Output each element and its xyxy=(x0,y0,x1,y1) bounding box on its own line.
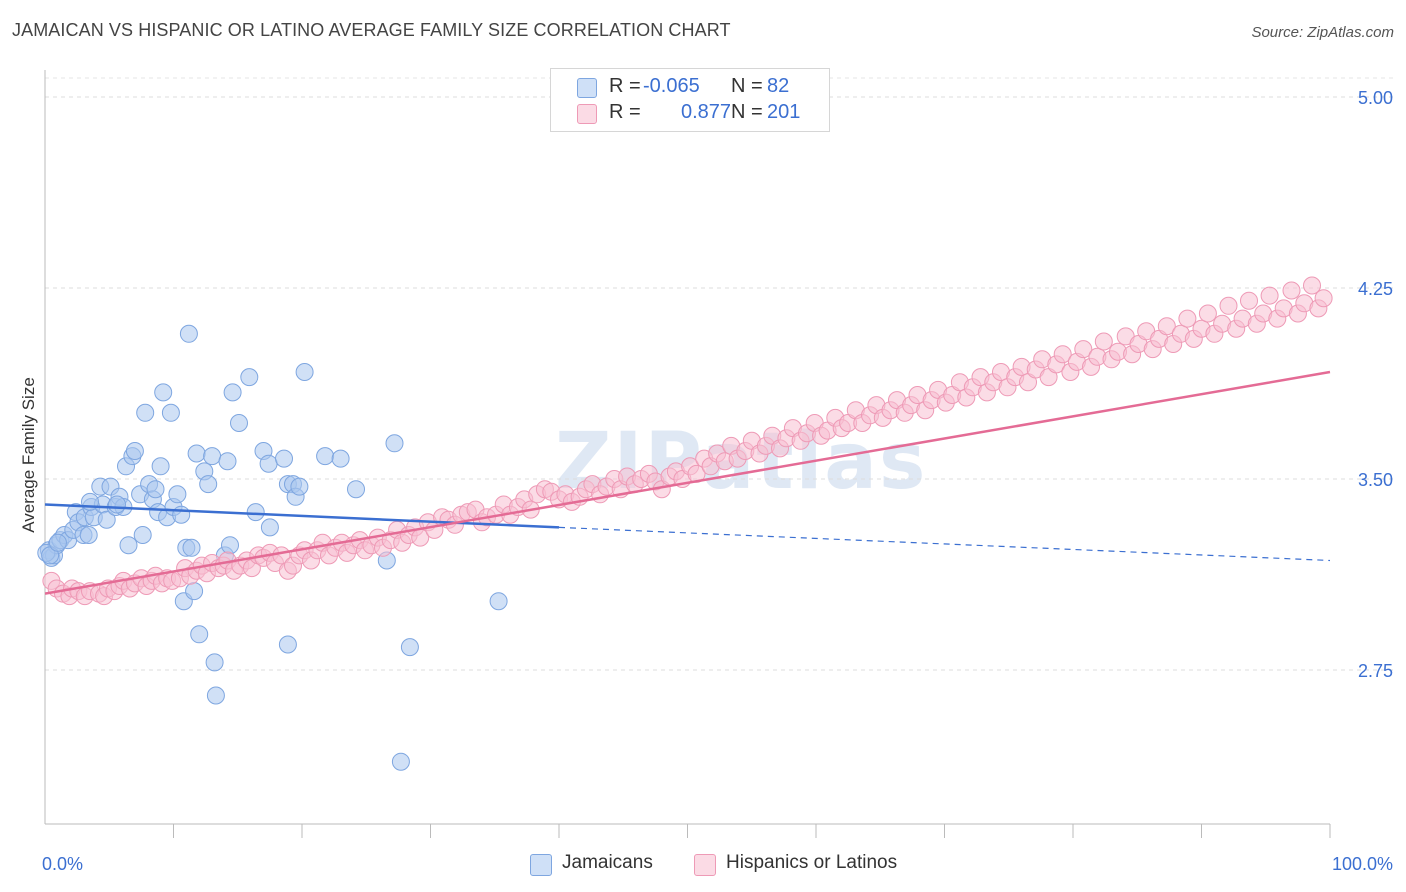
data-point xyxy=(48,533,67,552)
data-point xyxy=(278,635,297,654)
data-point xyxy=(108,495,126,514)
bottom-legend-label-jamaicans: Jamaicans xyxy=(562,852,653,873)
data-point xyxy=(1240,291,1258,310)
legend-r-value: -0.065 xyxy=(643,75,700,97)
y-tick-label: 3.50 xyxy=(1358,470,1393,490)
data-point xyxy=(151,457,170,476)
data-point xyxy=(1260,286,1279,305)
data-point xyxy=(190,625,209,644)
data-point xyxy=(275,449,293,468)
data-point xyxy=(203,447,222,466)
data-point xyxy=(187,444,206,463)
data-point xyxy=(79,526,98,544)
data-point xyxy=(1282,281,1301,300)
legend-n-value: 82 xyxy=(767,75,790,97)
data-point xyxy=(316,447,335,466)
correlation-legend: R = -0.065 N = 82 R = 0.877 N = 201 xyxy=(550,68,830,132)
legend-n-label: N = xyxy=(731,75,763,97)
data-point xyxy=(185,582,204,601)
bottom-legend-label-hispanics: Hispanics or Latinos xyxy=(726,852,898,873)
data-point xyxy=(199,475,218,494)
data-point xyxy=(161,403,180,422)
trend-line-jamaicans-extension xyxy=(558,526,1331,562)
data-point xyxy=(136,403,155,422)
x-tick-label: 0.0% xyxy=(42,854,83,874)
data-point xyxy=(1178,309,1197,328)
data-point xyxy=(240,368,259,387)
data-point xyxy=(347,480,365,499)
data-point xyxy=(206,686,225,705)
data-point xyxy=(391,752,410,771)
data-point xyxy=(385,434,404,453)
legend-n-label: N = xyxy=(731,101,763,123)
data-point xyxy=(295,363,314,381)
data-point xyxy=(1198,304,1217,323)
data-point xyxy=(179,324,198,343)
data-point xyxy=(1053,345,1072,364)
data-point xyxy=(400,638,419,657)
data-point xyxy=(1074,340,1093,359)
data-point xyxy=(331,449,350,468)
data-point xyxy=(1314,289,1333,308)
data-point xyxy=(218,452,237,471)
data-point xyxy=(168,485,187,504)
y-tick-label: 4.25 xyxy=(1358,279,1393,299)
data-point xyxy=(1157,317,1176,336)
data-point xyxy=(1219,296,1238,315)
y-axis-label: Average Family Size xyxy=(19,377,38,533)
data-point xyxy=(223,383,242,402)
data-point xyxy=(146,480,165,499)
data-point xyxy=(125,442,144,460)
legend-n-value: 201 xyxy=(767,101,801,123)
data-point xyxy=(133,526,152,544)
data-point xyxy=(290,477,309,496)
trend-line-hispanics xyxy=(44,370,1331,595)
data-point xyxy=(489,592,508,611)
data-point xyxy=(154,383,173,402)
y-tick-label: 5.00 xyxy=(1358,88,1393,108)
data-point xyxy=(260,518,279,537)
data-point xyxy=(205,653,224,672)
data-point xyxy=(230,414,248,432)
data-point xyxy=(182,538,201,557)
data-point xyxy=(172,505,191,524)
data-point xyxy=(119,536,138,555)
source-label: Source: ZipAtlas.com xyxy=(1251,24,1394,41)
data-point xyxy=(259,454,278,473)
y-tick-label: 2.75 xyxy=(1358,661,1393,681)
data-point xyxy=(246,503,265,522)
data-point xyxy=(1303,276,1321,295)
bottom-legend-swatch-jamaicans xyxy=(530,854,552,876)
legend-swatch-jamaicans xyxy=(577,78,597,98)
data-point xyxy=(221,536,239,555)
bottom-legend-swatch-hispanics xyxy=(694,854,716,876)
legend-r-label: R = xyxy=(609,101,641,123)
legend-r-value: 0.877 xyxy=(681,101,732,123)
x-tick-label: 100.0% xyxy=(1332,854,1393,874)
data-point xyxy=(1094,332,1113,351)
data-point xyxy=(97,510,116,529)
trend-line-jamaicans xyxy=(44,503,560,529)
legend-r-label: R = xyxy=(609,75,641,97)
chart-title: JAMAICAN VS HISPANIC OR LATINO AVERAGE F… xyxy=(12,20,731,40)
legend-swatch-hispanics xyxy=(577,104,597,124)
